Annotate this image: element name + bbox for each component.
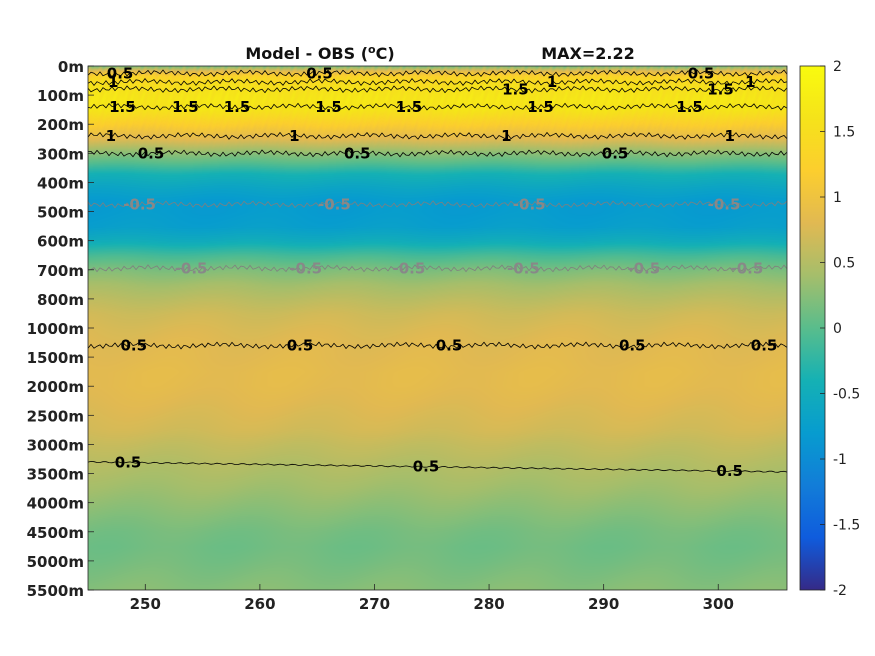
colorbar-tick-label: -0.5 bbox=[833, 387, 860, 403]
contour-label-1-2: 1 bbox=[745, 73, 755, 91]
contour-line-5 bbox=[88, 149, 787, 158]
contour-label-3-6: 1.5 bbox=[676, 98, 703, 116]
contour-line-4 bbox=[88, 131, 787, 140]
x-tick-label: 280 bbox=[473, 595, 504, 613]
colorbar-ticks: 2 1.5 1 0.5 0 -0.5 -1 -1.5 -2 bbox=[820, 59, 860, 599]
x-tick-label: 270 bbox=[359, 595, 390, 613]
y-tick-label: 700m bbox=[37, 262, 84, 280]
contour-label-7-0: -0.5 bbox=[175, 259, 208, 277]
contour-line-8 bbox=[88, 341, 787, 350]
heatmap-image bbox=[88, 66, 787, 590]
max-annotation: MAX=2.22 bbox=[541, 44, 635, 63]
contour-label-4-0: 1 bbox=[106, 127, 116, 145]
contour-line-6 bbox=[88, 200, 787, 209]
y-tick-label: 3500m bbox=[27, 466, 84, 484]
x-tick-label: 260 bbox=[244, 595, 275, 613]
y-tick-label: 3000m bbox=[27, 436, 84, 454]
contour-label-3-1: 1.5 bbox=[172, 98, 199, 116]
contour-label-4-2: 1 bbox=[501, 127, 511, 145]
x-tick-label: 290 bbox=[588, 595, 619, 613]
contour-label-1-1: 1 bbox=[547, 73, 557, 91]
y-tick-label: 100m bbox=[37, 87, 84, 105]
contour-line-0 bbox=[88, 69, 787, 78]
contour-lines bbox=[88, 69, 787, 473]
contour-label-8-1: 0.5 bbox=[287, 337, 314, 355]
y-tick-label: 800m bbox=[37, 291, 84, 309]
contour-label-0-1: 0.5 bbox=[306, 64, 333, 82]
contour-label-7-3: -0.5 bbox=[507, 259, 540, 277]
colorbar-tick-label: -1.5 bbox=[833, 518, 860, 534]
y-tick-label: 2500m bbox=[27, 407, 84, 425]
contour-label-3-0: 1.5 bbox=[109, 98, 136, 116]
heatmap-field: 0.5 0.5 0.51 1 11.5 1.51.5 1.5 1.5 1.5 1.5 1.5 1.51… bbox=[88, 64, 787, 590]
contour-label-6-2: -0.5 bbox=[513, 195, 546, 213]
contour-label-8-3: 0.5 bbox=[619, 337, 646, 355]
contour-label-6-1: -0.5 bbox=[318, 195, 351, 213]
contour-label-9-0: 0.5 bbox=[115, 454, 142, 472]
y-tick-label: 2000m bbox=[27, 378, 84, 396]
contour-label-3-3: 1.5 bbox=[315, 98, 342, 116]
y-tick-label: 4000m bbox=[27, 495, 84, 513]
x-axis: 250 260 270 280 290 300 bbox=[130, 584, 734, 613]
colorbar-tick-label: 0.5 bbox=[833, 256, 855, 272]
y-tick-label: 4500m bbox=[27, 524, 84, 542]
x-tick-label: 300 bbox=[703, 595, 734, 613]
contour-label-1-0: 1 bbox=[108, 73, 118, 91]
contour-label-3-4: 1.5 bbox=[396, 98, 423, 116]
colorbar-tick-label: 2 bbox=[833, 59, 842, 75]
contour-line-3 bbox=[88, 102, 787, 111]
colorbar-tick-label: 1.5 bbox=[833, 125, 855, 141]
y-tick-label: 500m bbox=[37, 204, 84, 222]
contour-label-5-0: 0.5 bbox=[138, 144, 165, 162]
contour-label-5-1: 0.5 bbox=[344, 144, 371, 162]
x-tick-label: 250 bbox=[130, 595, 161, 613]
colorbar-tick-label: 1 bbox=[833, 190, 842, 206]
contour-line-2 bbox=[88, 85, 787, 94]
y-tick-label: 5000m bbox=[27, 553, 84, 571]
y-tick-label: 400m bbox=[37, 174, 84, 192]
contour-line-9 bbox=[88, 460, 787, 473]
contour-label-7-5: -0.5 bbox=[730, 259, 763, 277]
contour-label-5-2: 0.5 bbox=[602, 144, 629, 162]
contour-label-6-0: -0.5 bbox=[123, 195, 156, 213]
colorbar-tick-label: -1 bbox=[833, 452, 847, 468]
contour-label-6-3: -0.5 bbox=[708, 195, 741, 213]
contour-label-9-1: 0.5 bbox=[413, 458, 440, 476]
contour-line-7 bbox=[88, 264, 787, 273]
y-axis: 0m 100m 200m 300m 400m 500m 600m 700m 800m 1000m 1… bbox=[27, 58, 94, 600]
contour-label-4-1: 1 bbox=[289, 127, 299, 145]
contour-label-2-1: 1.5 bbox=[707, 80, 734, 98]
y-tick-label: 1500m bbox=[27, 349, 84, 367]
contour-label-8-4: 0.5 bbox=[751, 337, 778, 355]
contour-label-8-2: 0.5 bbox=[436, 337, 463, 355]
chart-title: Model - OBS (oC) bbox=[245, 43, 394, 63]
y-tick-label: 300m bbox=[37, 145, 84, 163]
contour-label-7-1: -0.5 bbox=[289, 259, 322, 277]
colorbar-tick-label: 0 bbox=[833, 321, 842, 337]
contour-label-3-5: 1.5 bbox=[527, 98, 554, 116]
contour-labels: 0.5 0.5 0.51 1 11.5 1.51.5 1.5 1.5 1.5 1.5 1.5 1.51… bbox=[106, 64, 778, 480]
y-tick-label: 1000m bbox=[27, 320, 84, 338]
contour-label-4-3: 1 bbox=[724, 127, 734, 145]
contour-label-2-0: 1.5 bbox=[502, 80, 529, 98]
y-tick-label: 600m bbox=[37, 233, 84, 251]
y-tick-label: 200m bbox=[37, 116, 84, 134]
contour-label-0-0: 0.5 bbox=[107, 64, 134, 82]
contour-label-3-2: 1.5 bbox=[224, 98, 251, 116]
title-superscript: o bbox=[368, 43, 376, 56]
y-tick-label: 5500m bbox=[27, 582, 84, 600]
colorbar-tick-label: -2 bbox=[833, 583, 847, 599]
contour-label-0-2: 0.5 bbox=[688, 64, 715, 82]
contour-label-7-4: -0.5 bbox=[627, 259, 660, 277]
contour-label-7-2: -0.5 bbox=[392, 259, 425, 277]
contour-label-9-2: 0.5 bbox=[716, 462, 743, 480]
y-tick-label: 0m bbox=[58, 58, 84, 76]
contour-line-1 bbox=[88, 77, 787, 87]
contour-label-8-0: 0.5 bbox=[121, 337, 148, 355]
